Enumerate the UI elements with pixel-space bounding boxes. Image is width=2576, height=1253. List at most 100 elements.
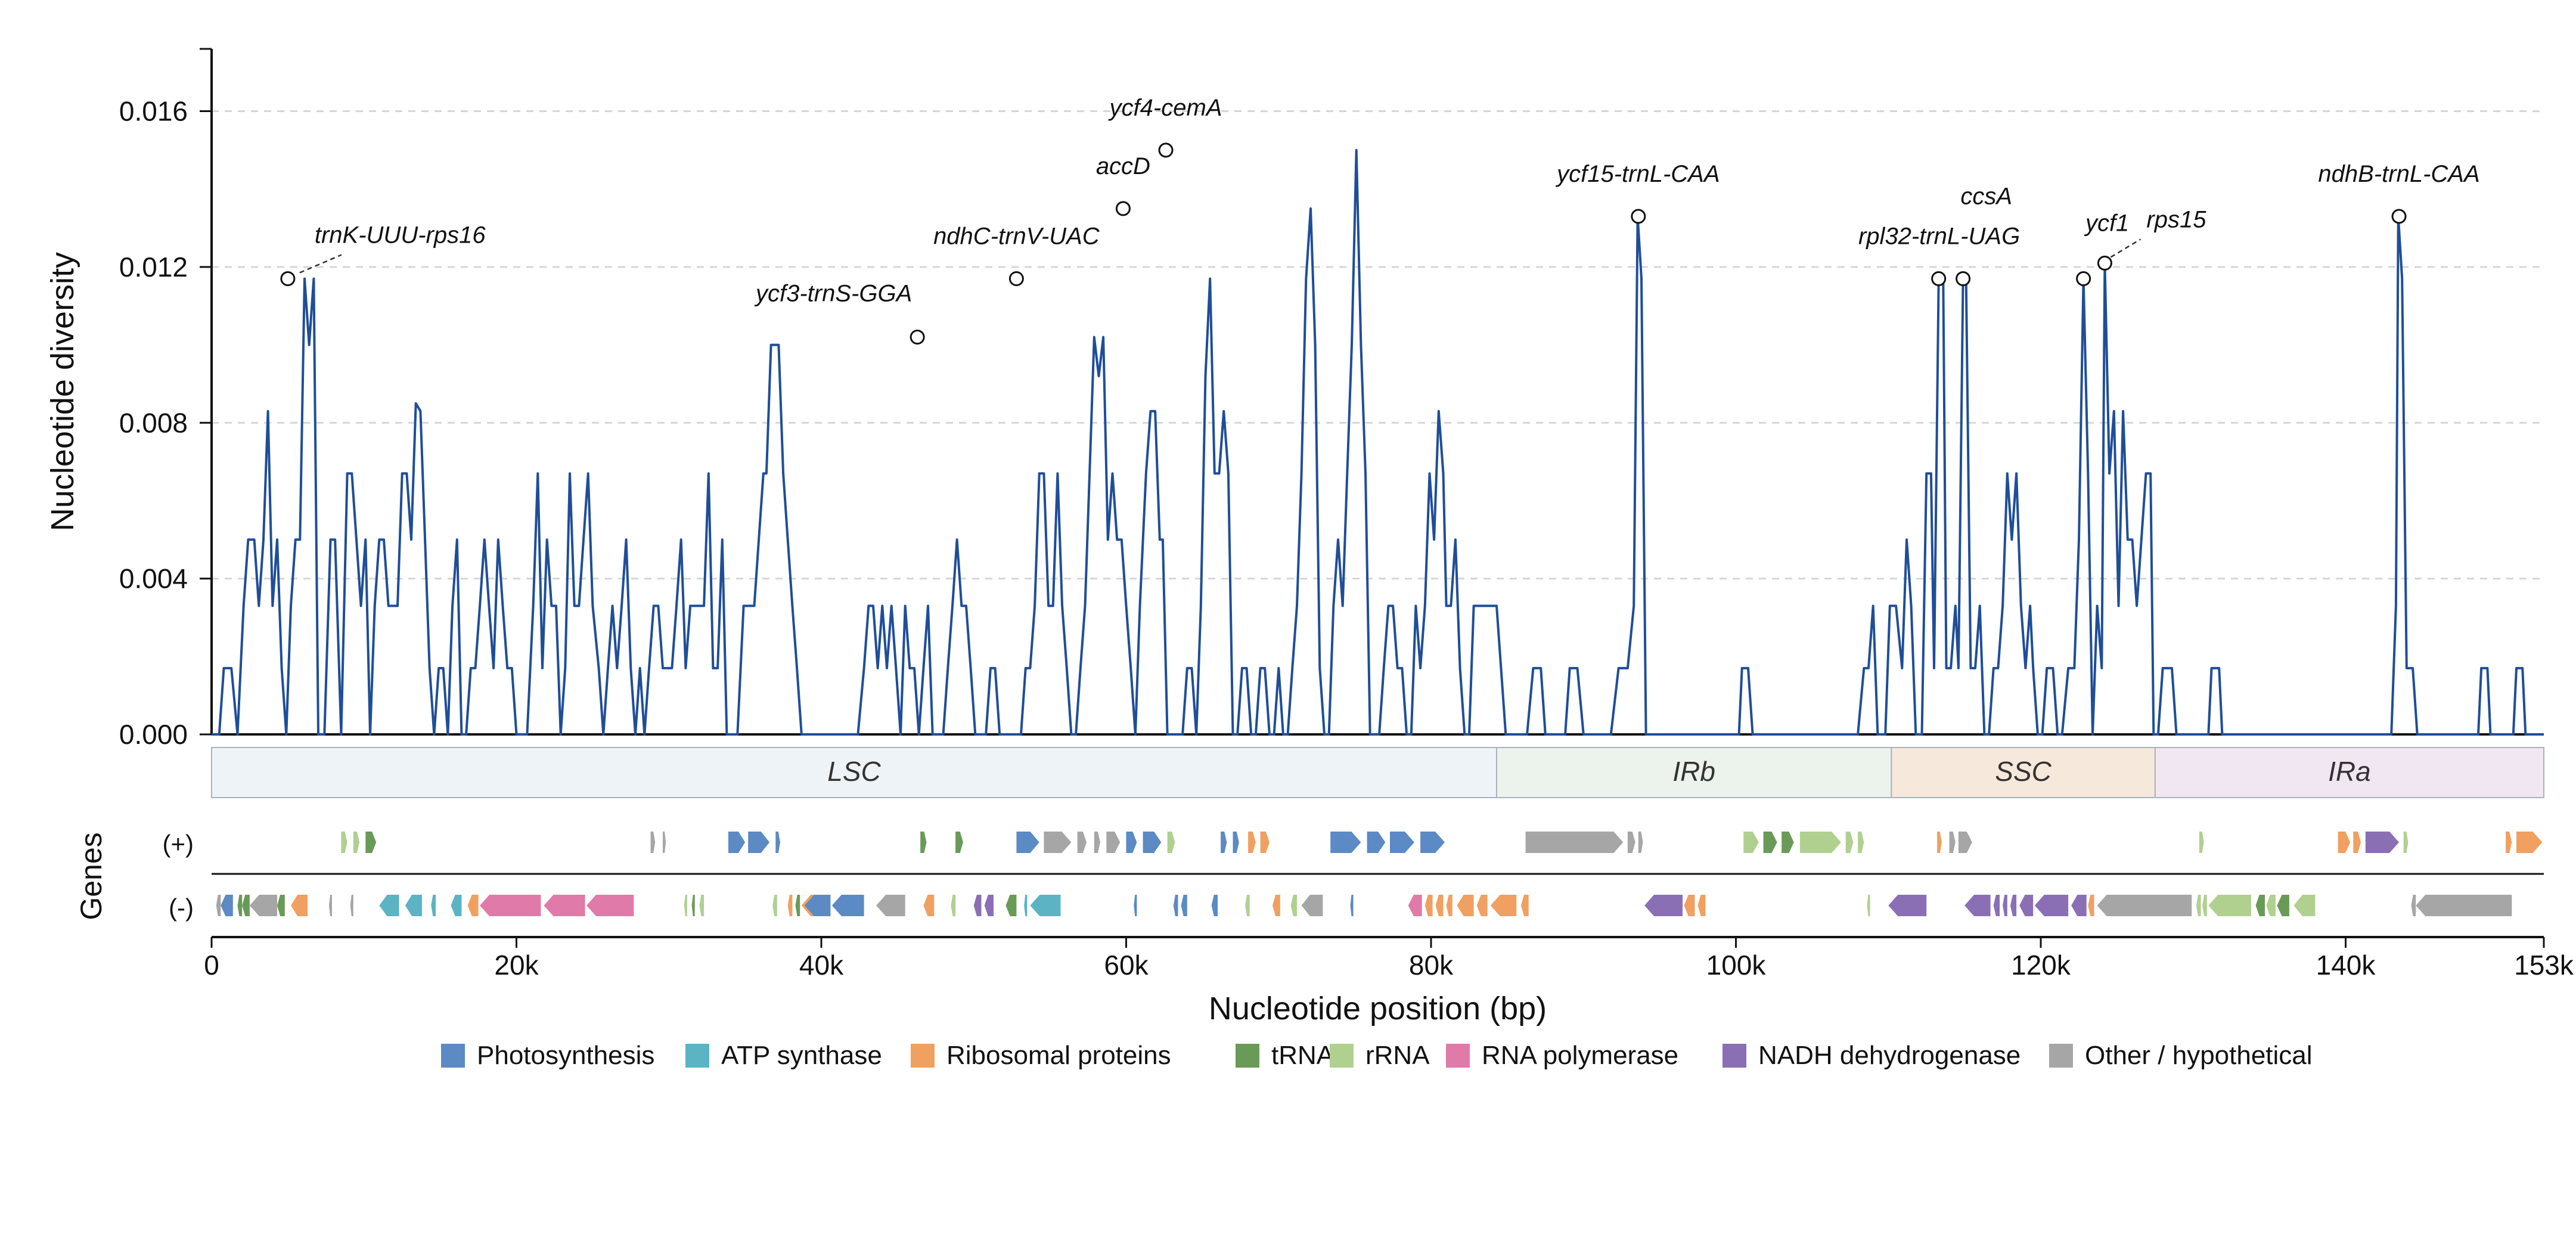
peak-marker xyxy=(280,271,296,287)
plus-strand-label: (+) xyxy=(163,830,194,858)
gene-arrow xyxy=(1684,895,1695,916)
gene-arrow xyxy=(1290,895,1297,916)
gene-arrow xyxy=(1390,832,1414,853)
gene-arrow xyxy=(2019,895,2034,916)
gene-arrow xyxy=(748,832,770,853)
region-label: IRa xyxy=(2328,756,2371,787)
gene-arrow xyxy=(1094,832,1100,853)
gene-arrow xyxy=(586,895,634,916)
x-tick-label: 153k xyxy=(2514,950,2574,981)
annotation-leader xyxy=(2110,238,2142,258)
gene-arrow xyxy=(2097,895,2192,916)
y-tick-label: 0.008 xyxy=(119,407,188,438)
gene-arrow xyxy=(277,895,285,916)
gene-arrow xyxy=(1077,832,1087,853)
gene-arrow xyxy=(1435,895,1444,916)
gene-arrow xyxy=(341,832,347,853)
gene-arrow xyxy=(1520,895,1529,916)
gene-arrow xyxy=(2088,895,2094,916)
legend-swatch xyxy=(441,1044,465,1068)
gene-arrow xyxy=(1273,895,1280,916)
gene-arrow xyxy=(1420,832,1445,853)
gene-arrow xyxy=(2034,895,2069,916)
gene-arrow xyxy=(2277,895,2289,916)
gene-arrow xyxy=(1697,895,1706,916)
gene-arrow xyxy=(291,895,308,916)
gene-arrow xyxy=(772,895,777,916)
x-tick-label: 20k xyxy=(494,950,539,981)
gene-arrow xyxy=(1888,895,1927,916)
gene-arrow xyxy=(1424,895,1433,916)
gene-arrow xyxy=(973,895,982,916)
gene-arrow xyxy=(1743,832,1759,853)
gene-arrow xyxy=(775,832,780,853)
legend-swatch xyxy=(911,1044,935,1068)
gene-arrow xyxy=(691,895,695,916)
legend-label: tRNA xyxy=(1271,1041,1334,1070)
gene-arrow xyxy=(2010,895,2017,916)
region-lsc xyxy=(211,747,1497,798)
gene-arrow xyxy=(1367,832,1386,853)
gene-arrow xyxy=(1245,895,1250,916)
gene-arrow xyxy=(1782,832,1794,853)
gene-arrow xyxy=(1958,832,1972,853)
diversity-line xyxy=(212,148,2544,736)
gene-arrow xyxy=(1260,832,1270,853)
region-label: IRb xyxy=(1672,756,1715,787)
gene-arrow xyxy=(1490,895,1517,916)
genes-track-label: Genes xyxy=(75,832,108,920)
peak-label: ndhC-trnV-UAC xyxy=(933,224,1100,250)
gene-arrow xyxy=(1446,895,1453,916)
peak-marker xyxy=(1931,271,1947,287)
peak-marker xyxy=(2097,255,2112,271)
y-tick-label: 0.004 xyxy=(119,563,188,594)
gene-arrow xyxy=(365,832,377,853)
gene-arrow xyxy=(1233,832,1239,853)
legend-label: Photosynthesis xyxy=(477,1041,654,1070)
gene-arrow xyxy=(1211,895,1218,916)
gene-arrow xyxy=(405,895,422,916)
x-tick-label: 0 xyxy=(204,950,219,981)
gene-arrow xyxy=(1627,832,1635,853)
region-irb xyxy=(1495,747,1892,798)
gene-arrow xyxy=(1106,832,1121,853)
gene-arrow xyxy=(1024,895,1028,916)
gene-arrow xyxy=(1330,832,1361,853)
peak-label: ndhB-trnL-CAA xyxy=(2318,161,2479,187)
gene-arrow xyxy=(1248,832,1256,853)
legend-label: Other / hypothetical xyxy=(2085,1041,2313,1070)
gene-arrow xyxy=(2202,895,2207,916)
gene-arrow xyxy=(1763,832,1777,853)
gene-arrow xyxy=(431,895,436,916)
gene-arrow xyxy=(2003,895,2007,916)
gene-arrow xyxy=(1476,895,1488,916)
gene-arrow xyxy=(1993,895,2000,916)
y-tick-label: 0.000 xyxy=(119,719,188,750)
gene-arrow xyxy=(1457,895,1474,916)
legend-swatch xyxy=(2049,1044,2073,1068)
gene-arrow xyxy=(1301,895,1323,916)
legend-swatch xyxy=(685,1044,709,1068)
peak-label: ycf1 xyxy=(2084,210,2129,237)
gene-arrow xyxy=(1181,895,1187,916)
gene-arrow xyxy=(2403,832,2409,853)
gene-arrow xyxy=(2365,832,2399,853)
gene-arrow xyxy=(831,895,864,916)
gene-arrow xyxy=(2071,895,2087,916)
gene-arrow xyxy=(2266,895,2276,916)
gene-arrow xyxy=(684,895,687,916)
peak-marker xyxy=(910,330,925,345)
peak-label: rpl32-trnL-UAG xyxy=(1858,224,2020,250)
peak-label: trnK-UUU-rps16 xyxy=(315,222,486,249)
gene-arrow xyxy=(216,895,221,916)
gene-arrow xyxy=(2506,832,2512,853)
gene-arrow xyxy=(795,895,800,916)
gene-arrow xyxy=(544,895,585,916)
gene-arrow xyxy=(328,895,332,916)
gene-arrow xyxy=(1408,895,1422,916)
gene-arrow xyxy=(467,895,479,916)
peak-label: ycf3-trnS-GGA xyxy=(754,281,912,307)
legend-label: RNA polymerase xyxy=(1482,1041,1678,1070)
gene-arrow xyxy=(1134,895,1137,916)
